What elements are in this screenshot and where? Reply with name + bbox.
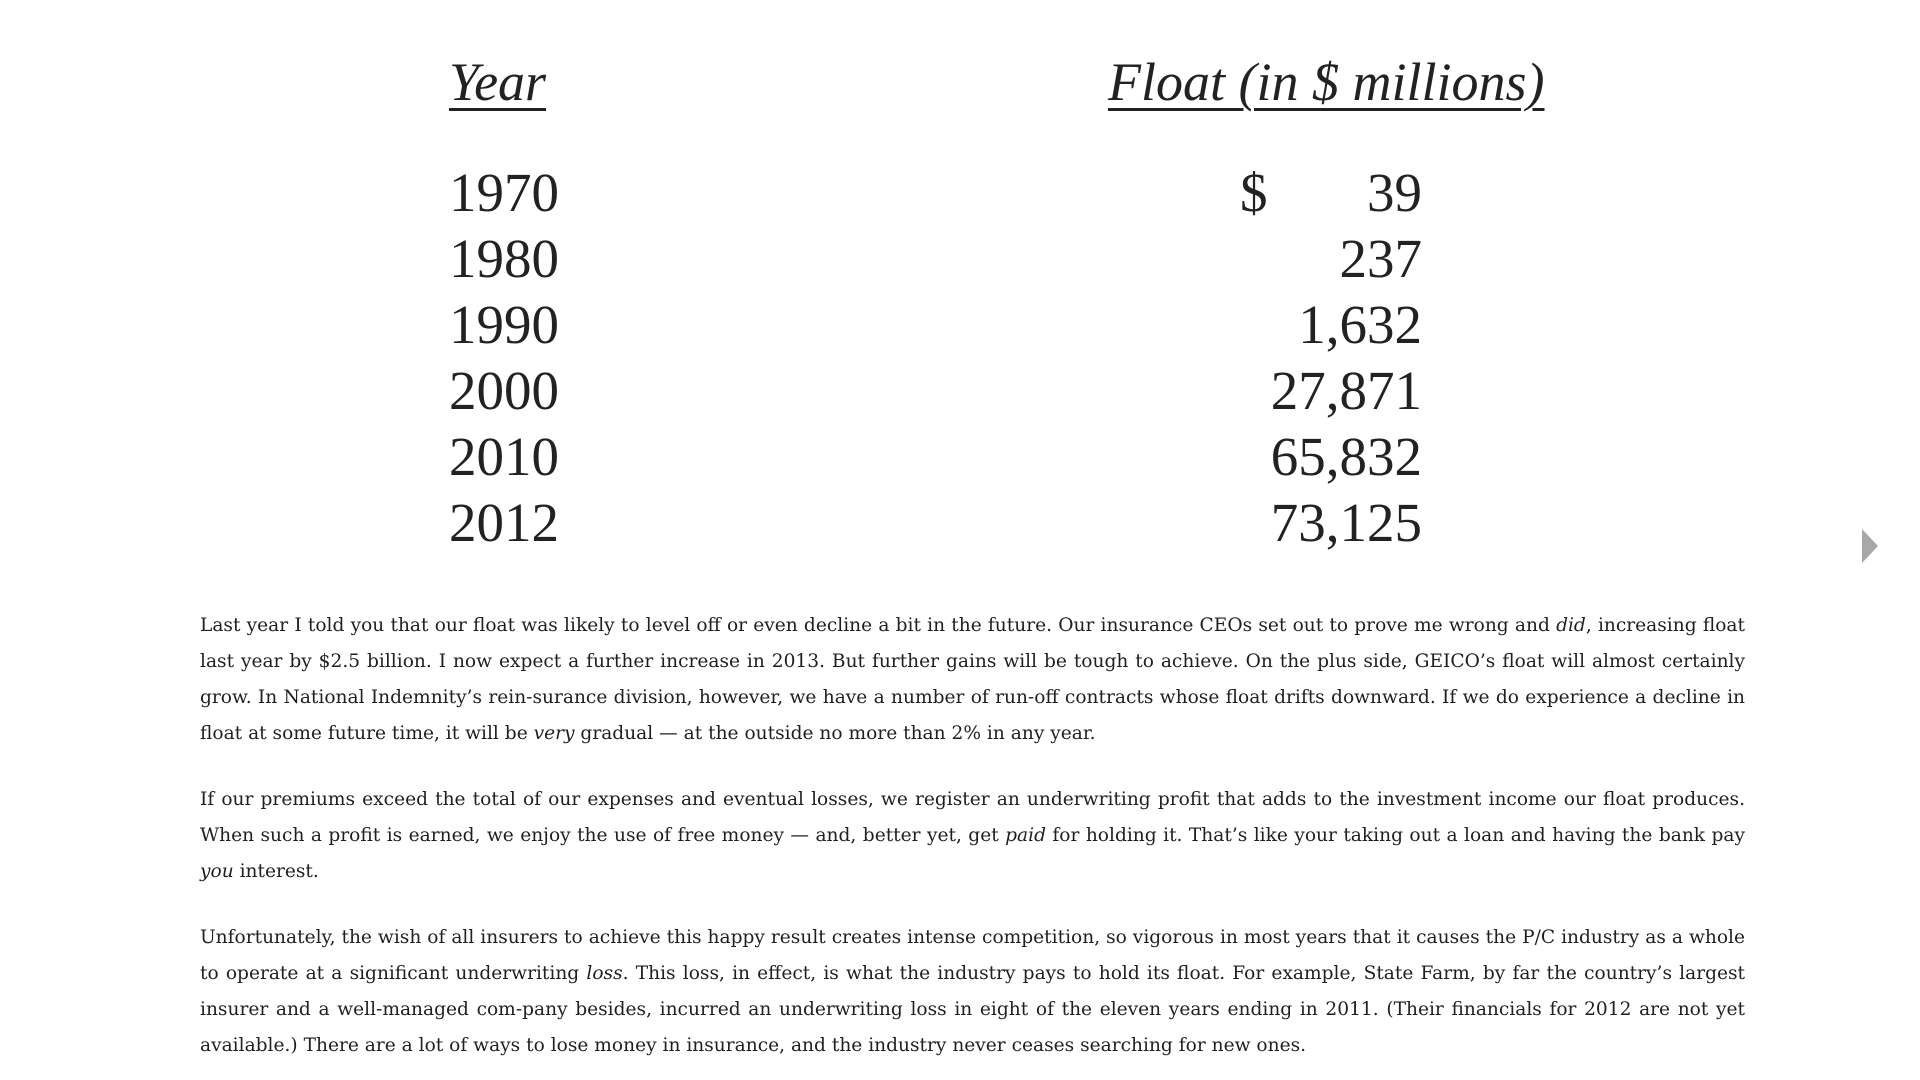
table-row: 1990 1,632 — [0, 292, 1920, 358]
text-run: Last year I told you that our float was … — [200, 615, 1557, 636]
year-cell: 1970 — [449, 162, 559, 223]
paragraph-industry-competition: Unfortunately, the wish of all insurers … — [200, 920, 1745, 1064]
text-run: . This loss, in effect, is what the indu… — [200, 963, 1745, 1056]
emphasis-text: you — [200, 861, 234, 882]
paragraph-underwriting-profit: If our premiums exceed the total of our … — [200, 782, 1745, 890]
table-body: 1970 $ 39 1980 237 1990 1,632 2000 27,87… — [0, 160, 1920, 556]
emphasis-text: loss — [586, 963, 623, 984]
float-cell: 73,125 — [1270, 492, 1422, 553]
float-cell: 237 — [1339, 228, 1423, 289]
year-cell: 2012 — [449, 492, 559, 553]
text-run: Unfortunately, the wish of all insurers … — [200, 927, 1745, 984]
triangle-right-icon[interactable] — [1862, 529, 1878, 563]
year-cell: 1980 — [449, 228, 559, 289]
text-run: , increasing float last year by $2.5 bil… — [200, 615, 1745, 744]
table-row: 1970 $ 39 — [0, 160, 1920, 226]
year-cell: 1990 — [449, 294, 559, 355]
table-row: 2000 27,871 — [0, 358, 1920, 424]
float-cell: 1,632 — [1298, 294, 1422, 355]
text-run: gradual — at the outside no more than 2%… — [574, 723, 1096, 744]
year-column-header: Year — [449, 52, 547, 112]
float-cell: 27,871 — [1270, 360, 1422, 421]
year-cell: 2010 — [449, 426, 559, 487]
text-run: If our premiums exceed the total of our … — [200, 789, 1745, 846]
table-row: 1980 237 — [0, 226, 1920, 292]
text-run: for holding it. That’s like your taking … — [1045, 825, 1745, 846]
emphasis-text: very — [533, 723, 575, 744]
table-row: 2012 73,125 — [0, 490, 1920, 556]
paragraph-float-outlook: Last year I told you that our float was … — [200, 608, 1745, 752]
text-run: interest. — [233, 861, 319, 882]
float-cell: 65,832 — [1270, 426, 1422, 487]
emphasis-text: paid — [1005, 825, 1046, 846]
emphasis-text: did — [1556, 615, 1586, 636]
float-cell: 39 — [1367, 162, 1422, 223]
body-text: Last year I told you that our float was … — [200, 608, 1745, 1080]
currency-symbol: $ — [1240, 162, 1268, 223]
float-table: Year Float (in $ millions) 1970 $ 39 198… — [0, 52, 1920, 556]
year-cell: 2000 — [449, 360, 559, 421]
table-row: 2010 65,832 — [0, 424, 1920, 490]
float-column-header: Float (in $ millions) — [1108, 52, 1545, 112]
